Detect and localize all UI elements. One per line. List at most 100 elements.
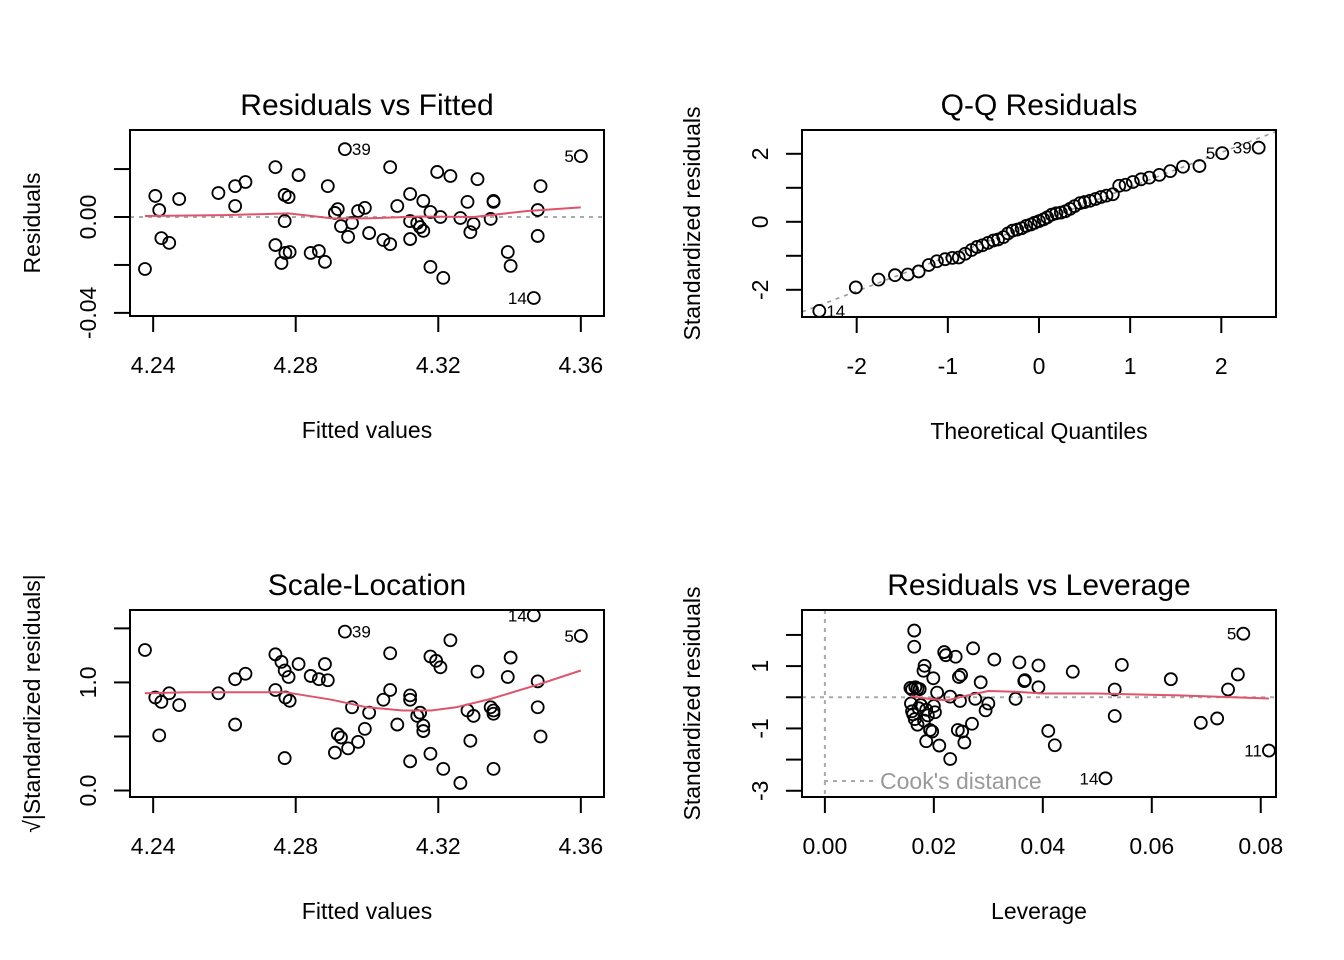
data-point	[228, 717, 243, 732]
data-point	[376, 233, 391, 247]
data-point	[390, 199, 405, 213]
data-point	[443, 633, 458, 648]
data-point	[470, 172, 485, 187]
data-point	[911, 701, 926, 716]
panel-scale_location: Scale-Location Fitted values √|Standardize…	[19, 569, 605, 924]
data-point	[954, 667, 968, 682]
y-tick-label: 1	[747, 660, 773, 673]
y-tick-label: -0.04	[75, 286, 101, 339]
data-point	[410, 216, 425, 230]
x-axis-label: Fitted values	[302, 898, 432, 924]
data-point	[1112, 178, 1127, 193]
data-point	[416, 194, 431, 208]
data-point	[966, 641, 980, 656]
data-point	[162, 235, 177, 250]
data-point	[486, 195, 501, 209]
data-point	[871, 272, 886, 287]
data-point	[848, 280, 863, 295]
data-point	[318, 657, 332, 671]
panel-title: Residuals vs Fitted	[240, 89, 493, 122]
data-point	[330, 727, 345, 742]
data-point	[228, 672, 243, 687]
data-point	[1176, 159, 1190, 174]
data-point	[403, 232, 418, 246]
data-point	[957, 735, 972, 750]
data-point	[953, 694, 967, 708]
data-point	[1114, 657, 1129, 672]
data-point	[503, 650, 518, 665]
data-point	[138, 262, 152, 276]
y-tick-label: 2	[747, 147, 773, 160]
data-point	[930, 254, 944, 269]
data-point	[320, 673, 335, 688]
data-point	[463, 733, 478, 748]
data-point	[923, 723, 937, 737]
data-point	[573, 149, 588, 164]
x-tick-label: 0.04	[1020, 833, 1065, 859]
x-tick-label: 2	[1215, 353, 1228, 379]
data-point	[281, 190, 296, 205]
data-point	[291, 168, 306, 182]
data-point	[905, 682, 919, 697]
data-point	[973, 675, 988, 690]
data-point	[274, 654, 289, 669]
data-point	[303, 669, 318, 683]
data-point	[533, 729, 548, 744]
data-point	[423, 746, 438, 761]
data-point	[1008, 691, 1023, 706]
data-point	[987, 652, 1002, 667]
data-point	[148, 189, 163, 203]
data-point	[1017, 673, 1032, 688]
data-point	[238, 666, 253, 681]
data-point	[916, 663, 931, 678]
data-point	[1262, 743, 1276, 758]
x-tick-label: -2	[846, 353, 866, 379]
data-point	[1099, 188, 1114, 203]
data-point	[403, 214, 418, 228]
data-point	[945, 250, 960, 265]
y-tick-label: 1.0	[75, 666, 101, 698]
data-point	[1192, 159, 1207, 173]
data-point	[463, 225, 478, 240]
data-point	[443, 169, 458, 183]
data-point	[1065, 664, 1080, 679]
plot-area	[802, 130, 1276, 317]
data-point	[282, 245, 297, 259]
point-label: 5	[1206, 144, 1215, 163]
x-tick-label: 1	[1124, 353, 1137, 379]
point-label: 14	[826, 302, 845, 321]
point-label: 5	[1227, 625, 1236, 644]
data-point	[338, 142, 352, 157]
point-label: 5	[564, 147, 573, 166]
data-point	[281, 670, 296, 684]
data-point	[416, 724, 431, 738]
data-point	[1134, 172, 1148, 187]
y-tick-label: -2	[747, 280, 773, 300]
data-point	[1107, 682, 1122, 697]
data-point	[334, 219, 348, 234]
data-point	[436, 270, 451, 285]
data-point	[907, 623, 922, 638]
data-point	[1163, 672, 1178, 687]
data-point	[268, 683, 283, 697]
data-point	[926, 671, 941, 686]
plot-area	[138, 610, 588, 790]
data-point	[500, 670, 515, 684]
data-point	[277, 214, 292, 228]
data-point	[211, 186, 226, 200]
data-point	[1012, 655, 1027, 670]
y-tick-label: 0	[747, 215, 773, 228]
data-point	[453, 776, 468, 790]
x-tick-label: 0.08	[1238, 833, 1283, 859]
x-axis-label: Fitted values	[302, 417, 432, 443]
data-point	[351, 204, 365, 218]
data-point	[460, 195, 475, 209]
data-point	[357, 200, 372, 215]
point-label: 14	[508, 606, 527, 625]
data-point	[530, 229, 545, 243]
data-point	[1125, 175, 1140, 189]
data-point	[1118, 177, 1133, 192]
plot-area	[802, 610, 1276, 797]
y-tick-label: -3	[747, 781, 773, 801]
x-tick-label: 4.28	[273, 352, 318, 378]
